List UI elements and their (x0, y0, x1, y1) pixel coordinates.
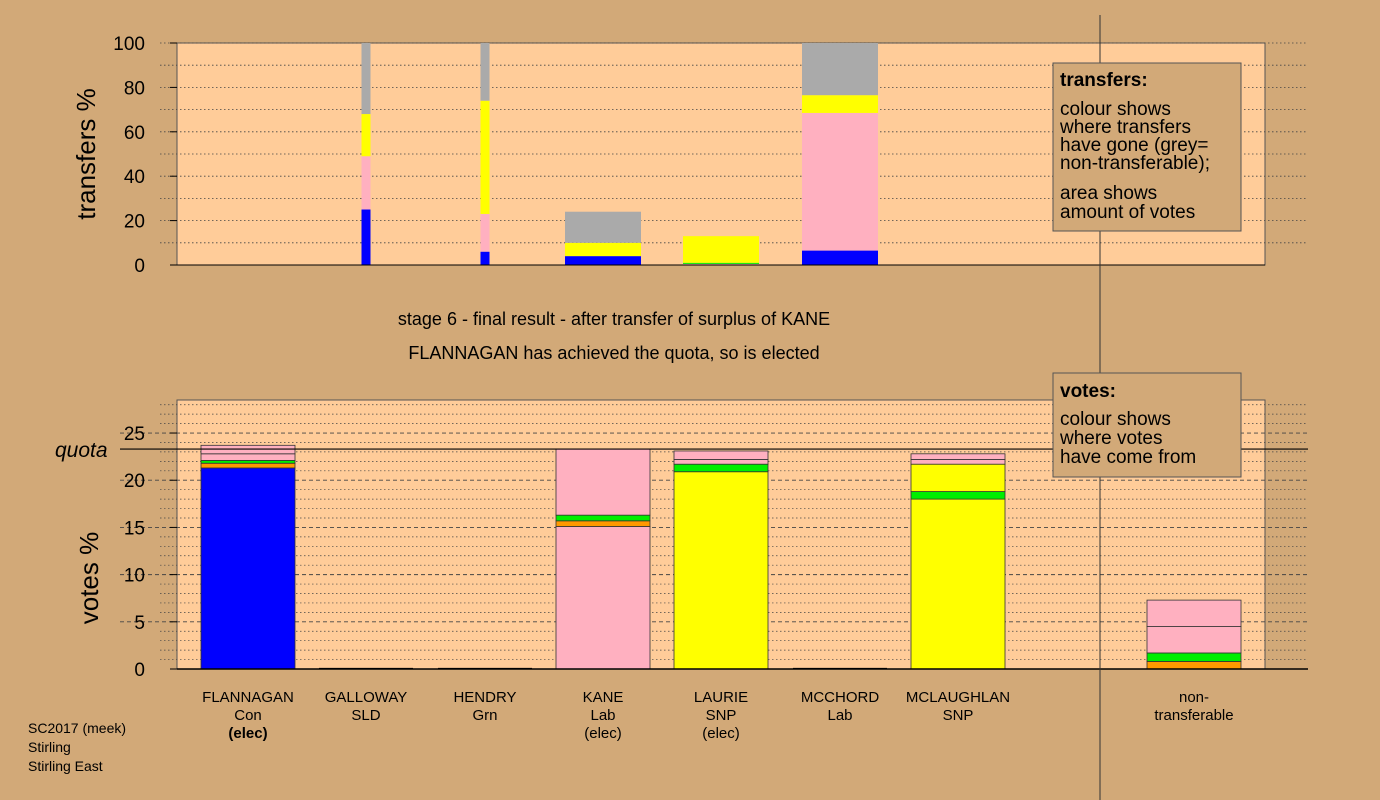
votes-bar-segment (200, 460, 296, 464)
stage-caption: stage 6 - final result - after transfer … (398, 309, 830, 329)
votes-bar-segment (673, 463, 769, 473)
votes-bar-segment (200, 453, 296, 461)
votes-y-axis-title: votes % (74, 532, 104, 625)
votes-bar-segment (910, 491, 1006, 500)
votes-bar-segment (673, 471, 769, 670)
footer-line-2: Stirling (28, 739, 71, 755)
transfers-legend-line-5: area shows (1060, 183, 1157, 204)
transfers-y-axis-title: transfers % (71, 88, 101, 220)
votes-bar-segment (555, 520, 651, 527)
transfers-bar-segment (565, 242, 641, 257)
transfers-bar-segment (361, 114, 371, 157)
votes-bar-segment (910, 453, 1006, 460)
votes-bar-segment (1146, 626, 1242, 654)
result-caption: FLANNAGAN has achieved the quota, so is … (408, 343, 819, 363)
transfers-bar-segment (683, 262, 759, 264)
transfers-bar-segment (565, 211, 641, 243)
candidate-status: (elec) (702, 725, 740, 742)
votes-tick-label: 10 (124, 566, 145, 587)
transfers-bar-segment (802, 43, 878, 96)
transfers-bar-segment (480, 213, 490, 252)
transfers-y-ticks: 0 20 40 60 80 100 (113, 34, 177, 277)
candidate-party: Con (234, 707, 262, 724)
candidate-name: FLANNAGAN (202, 689, 294, 706)
transfers-bar-segment (802, 250, 878, 265)
transfers-bar-segment (683, 263, 759, 265)
candidate-party: SNP (943, 707, 974, 724)
candidate-party: SLD (351, 707, 380, 724)
candidate-name: KANE (583, 689, 624, 706)
votes-bar-segment (673, 459, 769, 465)
votes-bar-segment (555, 526, 651, 670)
candidate-party: Lab (590, 707, 615, 724)
transfers-legend-line-6: amount of votes (1060, 202, 1195, 223)
votes-bar-segment (555, 514, 651, 522)
votes-legend-line-2: where votes (1059, 428, 1162, 449)
transfers-bar-segment (683, 236, 759, 263)
candidate-name: MCCHORD (801, 689, 879, 706)
candidate-status: (elec) (228, 725, 267, 742)
footer-info: SC2017 (meek) Stirling Stirling East (28, 720, 126, 774)
footer-line-1: SC2017 (meek) (28, 720, 126, 736)
votes-tick-label: 25 (124, 424, 145, 445)
votes-bar-segment (1146, 599, 1242, 627)
transfers-bar-segment (361, 209, 371, 265)
transfers-legend-line-4: non-transferable); (1060, 153, 1210, 174)
transfers-legend-line-2: where transfers (1059, 117, 1191, 138)
votes-bar-segment (555, 448, 651, 516)
votes-legend-title: votes: (1060, 381, 1116, 402)
votes-bars (200, 444, 1242, 670)
votes-tick-label: 0 (134, 660, 145, 681)
transfers-tick-label: 20 (124, 212, 145, 233)
votes-legend: votes: colour shows where votes have com… (1052, 372, 1242, 478)
transfers-tick-label: 0 (134, 256, 145, 277)
votes-bar-segment (200, 467, 296, 670)
candidate-party: Grn (472, 707, 497, 724)
transfers-tick-label: 80 (124, 78, 145, 99)
transfers-tick-label: 60 (124, 123, 145, 144)
transfers-legend-line-3: have gone (grey= (1060, 135, 1208, 156)
transfers-tick-label: 40 (124, 167, 145, 188)
candidate-party: SNP (706, 707, 737, 724)
votes-bar-segment (200, 462, 296, 469)
votes-legend-line-3: have come from (1060, 447, 1196, 468)
votes-y-ticks: 0 5 10 15 20 25 (124, 424, 177, 681)
votes-tick-label: 5 (134, 613, 145, 634)
transfers-legend: transfers: colour shows where transfers … (1052, 62, 1242, 232)
transfers-bars (361, 43, 878, 265)
votes-tick-label: 15 (124, 518, 145, 539)
votes-bar-segment (1146, 661, 1242, 670)
votes-bar-segment (673, 450, 769, 460)
candidate-party: Lab (827, 707, 852, 724)
candidate-labels: FLANNAGANCon(elec)GALLOWAYSLDHENDRYGrnKA… (202, 689, 1233, 742)
transfers-bar-segment (480, 43, 490, 101)
votes-legend-line-1: colour shows (1060, 409, 1171, 430)
votes-bar-segment (910, 498, 1006, 670)
nontransferable-label: transferable (1154, 707, 1233, 724)
votes-bar-segment (910, 459, 1006, 465)
footer-line-3: Stirling East (28, 758, 103, 774)
transfers-bar-segment (802, 112, 878, 251)
candidate-name: HENDRY (453, 689, 516, 706)
nontransferable-label: non- (1179, 689, 1209, 706)
transfers-bar-segment (480, 251, 490, 265)
transfers-legend-title: transfers: (1060, 70, 1148, 91)
quota-label: quota (55, 439, 108, 462)
transfers-tick-label: 100 (113, 34, 145, 55)
candidate-name: LAURIE (694, 689, 748, 706)
transfers-bar-segment (565, 256, 641, 265)
votes-tick-label: 20 (124, 471, 145, 492)
votes-bar-segment (910, 463, 1006, 492)
transfers-bar-segment (361, 156, 371, 210)
transfers-legend-line-1: colour shows (1060, 99, 1171, 120)
candidate-name: MCLAUGHLAN (906, 689, 1010, 706)
candidate-status: (elec) (584, 725, 622, 742)
votes-bar-segment (1146, 652, 1242, 662)
transfers-bar-segment (802, 95, 878, 113)
transfers-bar-segment (480, 100, 490, 214)
transfers-bar-segment (361, 43, 371, 115)
candidate-name: GALLOWAY (325, 689, 408, 706)
